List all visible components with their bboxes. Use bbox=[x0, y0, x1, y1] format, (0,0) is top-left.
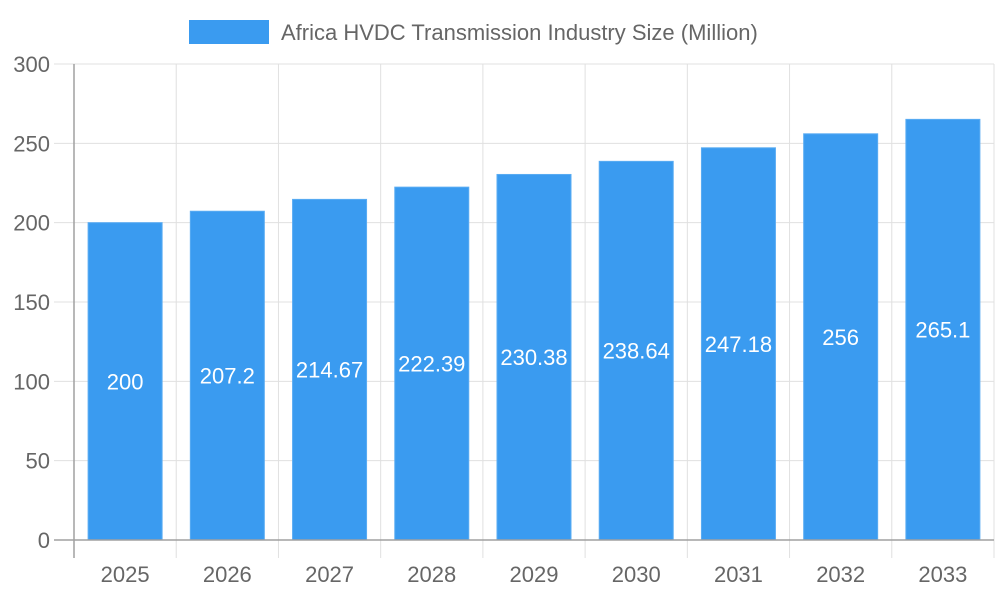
x-tick-label: 2033 bbox=[918, 562, 967, 587]
data-label: 256 bbox=[822, 325, 859, 350]
y-tick-label: 200 bbox=[13, 211, 50, 236]
bar bbox=[292, 198, 368, 541]
legend-label: Africa HVDC Transmission Industry Size (… bbox=[281, 20, 758, 45]
data-label: 222.39 bbox=[398, 352, 465, 377]
data-label: 238.64 bbox=[603, 339, 670, 364]
bar bbox=[496, 173, 572, 541]
y-tick-label: 100 bbox=[13, 369, 50, 394]
data-label: 230.38 bbox=[500, 345, 567, 370]
x-tick-label: 2031 bbox=[714, 562, 763, 587]
bar bbox=[394, 186, 470, 541]
bar bbox=[87, 222, 163, 541]
bar bbox=[905, 118, 981, 541]
y-tick-label: 0 bbox=[38, 528, 50, 553]
x-tick-label: 2028 bbox=[407, 562, 456, 587]
data-label: 265.1 bbox=[915, 318, 970, 343]
bar bbox=[598, 160, 674, 541]
y-tick-label: 150 bbox=[13, 290, 50, 315]
legend[interactable]: Africa HVDC Transmission Industry Size (… bbox=[189, 20, 758, 45]
legend-swatch bbox=[189, 20, 269, 44]
bars: 200 207.2 214.67 222.39 230.38 238.64 247.18 25… bbox=[87, 118, 981, 541]
y-tick-label: 50 bbox=[26, 449, 50, 474]
bar bbox=[700, 147, 776, 541]
axes: 0 50 100 150 200 250 300 2025 2026 2027 2028 2029 20… bbox=[13, 52, 994, 587]
data-label: 207.2 bbox=[200, 364, 255, 389]
x-tick-label: 2030 bbox=[612, 562, 661, 587]
bar bbox=[189, 210, 265, 541]
x-tick-label: 2027 bbox=[305, 562, 354, 587]
y-tick-label: 250 bbox=[13, 131, 50, 156]
y-tick-label: 300 bbox=[13, 52, 50, 77]
x-tick-label: 2026 bbox=[203, 562, 252, 587]
x-tick-label: 2029 bbox=[510, 562, 559, 587]
data-label: 200 bbox=[107, 369, 144, 394]
data-label: 214.67 bbox=[296, 358, 363, 383]
x-tick-label: 2032 bbox=[816, 562, 865, 587]
bar bbox=[803, 133, 879, 541]
x-tick-label: 2025 bbox=[101, 562, 150, 587]
data-label: 247.18 bbox=[705, 332, 772, 357]
